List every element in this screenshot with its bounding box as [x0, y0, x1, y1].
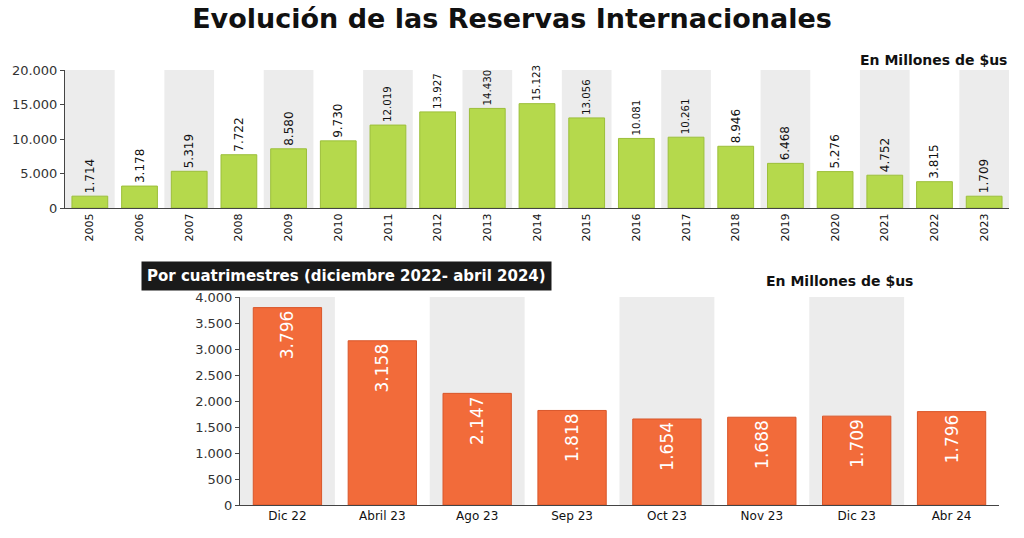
svg-text:3.178: 3.178: [133, 149, 147, 183]
svg-text:2006: 2006: [133, 213, 146, 241]
svg-text:15.123: 15.123: [531, 65, 542, 101]
svg-text:7.722: 7.722: [232, 117, 246, 151]
svg-text:3.796: 3.796: [277, 311, 297, 360]
svg-text:3.500: 3.500: [195, 316, 232, 331]
svg-text:4.752: 4.752: [878, 138, 892, 172]
svg-text:2.500: 2.500: [195, 368, 232, 383]
svg-text:Nov 23: Nov 23: [741, 509, 784, 523]
svg-text:2021: 2021: [878, 213, 891, 241]
svg-text:0: 0: [49, 201, 57, 216]
svg-text:4.000: 4.000: [195, 290, 232, 305]
svg-text:8.580: 8.580: [282, 111, 296, 145]
svg-text:2013: 2013: [481, 213, 494, 241]
svg-text:2016: 2016: [630, 213, 643, 241]
html-text:Evolución de las Reservas Inte: Evolución de las Reservas Internacionale…: [192, 3, 832, 34]
svg-text:2012: 2012: [431, 213, 444, 241]
svg-text:2015: 2015: [580, 213, 593, 241]
svg-text:5.319: 5.319: [182, 134, 196, 168]
svg-text:2009: 2009: [282, 213, 295, 241]
svg-text:3.158: 3.158: [372, 344, 392, 393]
svg-text:2019: 2019: [779, 213, 792, 241]
svg-text:1.709: 1.709: [847, 419, 867, 468]
svg-text:1.818: 1.818: [562, 413, 582, 462]
svg-text:En Millones de $us: En Millones de $us: [860, 52, 1007, 68]
svg-text:2007: 2007: [183, 213, 196, 241]
svg-text:3.815: 3.815: [927, 144, 941, 178]
svg-text:2008: 2008: [232, 213, 245, 241]
svg-text:2018: 2018: [729, 213, 742, 241]
svg-text:2.000: 2.000: [195, 394, 232, 409]
svg-text:En Millones de $us: En Millones de $us: [766, 273, 913, 289]
svg-text:2014: 2014: [531, 213, 544, 241]
svg-text:13.927: 13.927: [432, 73, 443, 109]
svg-text:3.000: 3.000: [195, 342, 232, 357]
svg-text:Dic 22: Dic 22: [268, 509, 306, 523]
svg-text:Ago 23: Ago 23: [456, 509, 498, 523]
svg-text:9.730: 9.730: [331, 104, 345, 138]
svg-text:2011: 2011: [382, 213, 395, 241]
svg-text:5.000: 5.000: [20, 166, 57, 181]
svg-text:1.709: 1.709: [977, 159, 991, 193]
svg-text:2023: 2023: [978, 213, 991, 241]
svg-text:8.946: 8.946: [729, 109, 743, 143]
svg-text:Oct 23: Oct 23: [647, 509, 687, 523]
svg-text:1.654: 1.654: [657, 422, 677, 471]
svg-text:2005: 2005: [83, 213, 96, 241]
svg-text:Sep 23: Sep 23: [551, 509, 593, 523]
svg-text:0: 0: [224, 498, 232, 513]
svg-text:10.261: 10.261: [680, 98, 691, 134]
svg-text:14.430: 14.430: [482, 70, 493, 106]
svg-text:2017: 2017: [680, 213, 693, 241]
svg-text:1.714: 1.714: [83, 159, 97, 193]
svg-text:500: 500: [208, 472, 233, 487]
svg-text:5.276: 5.276: [828, 134, 842, 168]
svg-text:2022: 2022: [928, 213, 941, 241]
svg-text:1.000: 1.000: [195, 446, 232, 461]
svg-text:13.056: 13.056: [581, 79, 592, 115]
svg-text:Abr 24: Abr 24: [932, 509, 972, 523]
svg-text:15.000: 15.000: [12, 97, 58, 112]
svg-text:2.147: 2.147: [467, 396, 487, 445]
svg-text:1.796: 1.796: [942, 415, 962, 464]
svg-text:2010: 2010: [332, 213, 345, 241]
svg-text:6.468: 6.468: [778, 126, 792, 160]
svg-text:Dic 23: Dic 23: [838, 509, 876, 523]
svg-text:1.500: 1.500: [195, 420, 232, 435]
svg-text:2020: 2020: [829, 213, 842, 241]
svg-text:20.000: 20.000: [12, 63, 58, 78]
svg-text:10.000: 10.000: [12, 132, 58, 147]
svg-text:Abril 23: Abril 23: [359, 509, 406, 523]
svg-text:1.688: 1.688: [752, 420, 772, 469]
svg-text:Por cuatrimestres (diciembre 2: Por cuatrimestres (diciembre 2022- abril…: [147, 267, 546, 285]
svg-text:12.019: 12.019: [382, 86, 393, 122]
svg-text:10.081: 10.081: [631, 100, 642, 136]
